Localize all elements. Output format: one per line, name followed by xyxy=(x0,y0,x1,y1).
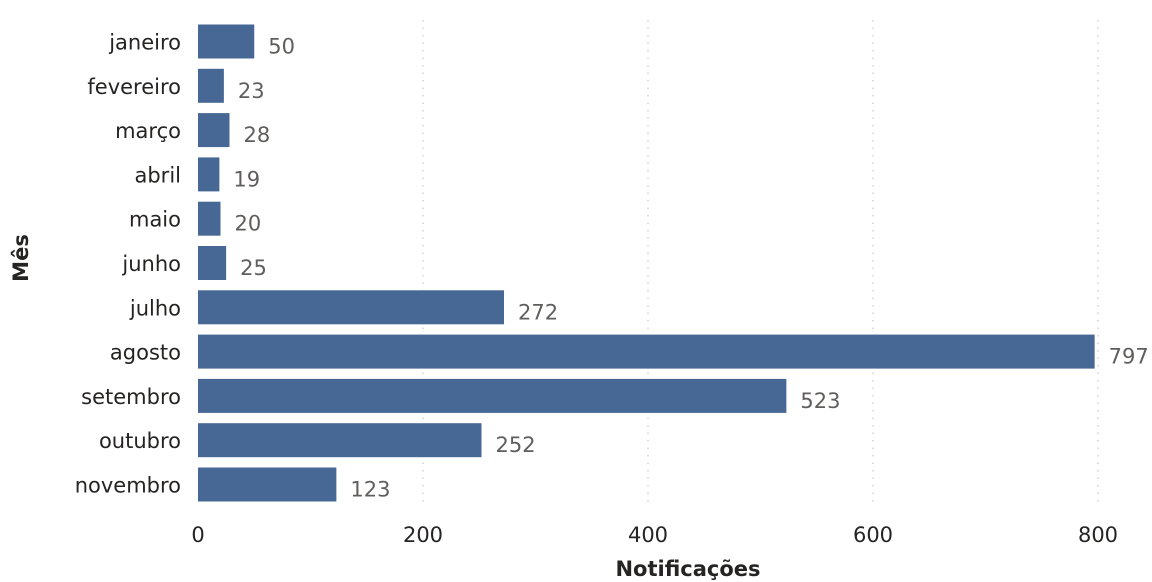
x-tick-label: 200 xyxy=(403,523,443,547)
category-label: janeiro xyxy=(108,31,181,55)
data-label: 23 xyxy=(238,79,265,103)
category-label: fevereiro xyxy=(87,75,181,99)
bar-maio[interactable] xyxy=(198,201,221,236)
bars xyxy=(198,24,1095,502)
x-tick-label: 0 xyxy=(191,523,204,547)
category-label: julho xyxy=(129,296,181,320)
data-label: 123 xyxy=(350,478,390,502)
category-label: abril xyxy=(134,163,181,187)
data-label: 19 xyxy=(233,167,260,191)
category-label: junho xyxy=(121,252,181,276)
y-axis-title: Mês xyxy=(9,234,33,282)
x-tick-label: 400 xyxy=(628,523,668,547)
bar-fevereiro[interactable] xyxy=(198,68,224,103)
category-label: novembro xyxy=(75,474,181,498)
data-label: 20 xyxy=(235,212,262,236)
bar-janeiro[interactable] xyxy=(198,24,255,59)
data-label: 25 xyxy=(240,256,267,280)
category-label: maio xyxy=(129,208,181,232)
data-label: 797 xyxy=(1109,345,1149,369)
x-tick-label: 600 xyxy=(853,523,893,547)
data-label: 28 xyxy=(244,123,271,147)
x-tick-labels: 0 200 400 600 800 xyxy=(191,523,1118,547)
bar-março[interactable] xyxy=(198,113,230,148)
bar-outubro[interactable] xyxy=(198,423,482,458)
bar-abril[interactable] xyxy=(198,157,220,192)
bar-junho[interactable] xyxy=(198,246,227,280)
x-tick-label: 800 xyxy=(1078,523,1118,547)
category-label: agosto xyxy=(110,341,181,365)
category-label: março xyxy=(115,119,181,143)
bar-setembro[interactable] xyxy=(198,378,787,413)
data-label: 252 xyxy=(496,433,536,457)
data-label: 272 xyxy=(518,300,558,324)
data-label: 523 xyxy=(800,389,840,413)
category-label: outubro xyxy=(99,429,181,453)
data-label: 50 xyxy=(268,35,295,59)
category-label: setembro xyxy=(81,385,181,409)
bar-agosto[interactable] xyxy=(198,334,1095,369)
bar-julho[interactable] xyxy=(198,290,504,325)
category-labels: janeiro fevereiro março abril maio junho julho… xyxy=(75,31,181,498)
x-axis-title: Notificações xyxy=(615,557,760,581)
bar-novembro[interactable] xyxy=(198,467,337,502)
